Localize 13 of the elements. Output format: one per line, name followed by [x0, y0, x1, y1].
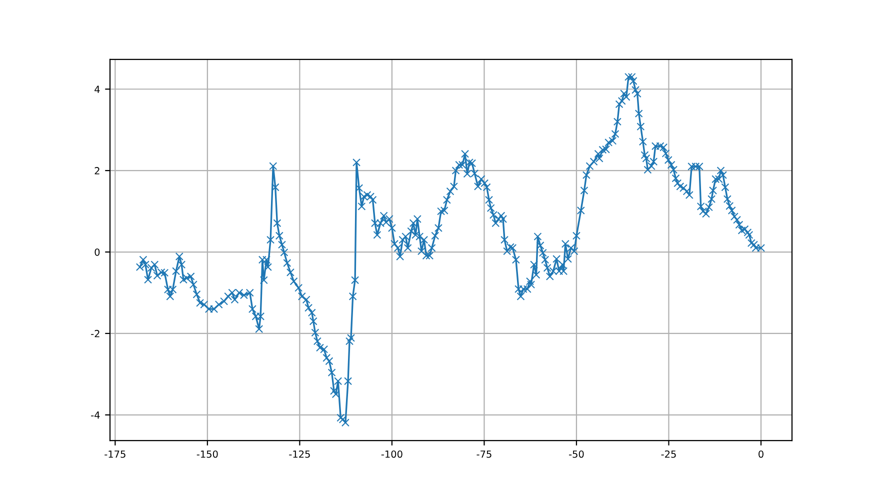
x-tick-label: -125	[289, 450, 310, 458]
y-tick-label: 2	[94, 167, 100, 174]
y-tick-label: 4	[94, 86, 100, 93]
x-tick-label: -50	[569, 450, 584, 458]
x-tick-label: -75	[476, 450, 492, 458]
y-tick-label: 0	[94, 248, 100, 256]
y-tick-label: -4	[91, 412, 100, 419]
x-tick-label: -175	[104, 450, 126, 458]
x-tick-label: -100	[381, 450, 402, 458]
x-tick-label: -25	[661, 450, 676, 458]
y-tick-label: -2	[91, 330, 100, 338]
x-tick-label: -150	[196, 450, 218, 458]
x-tick-label: 0	[758, 450, 764, 458]
